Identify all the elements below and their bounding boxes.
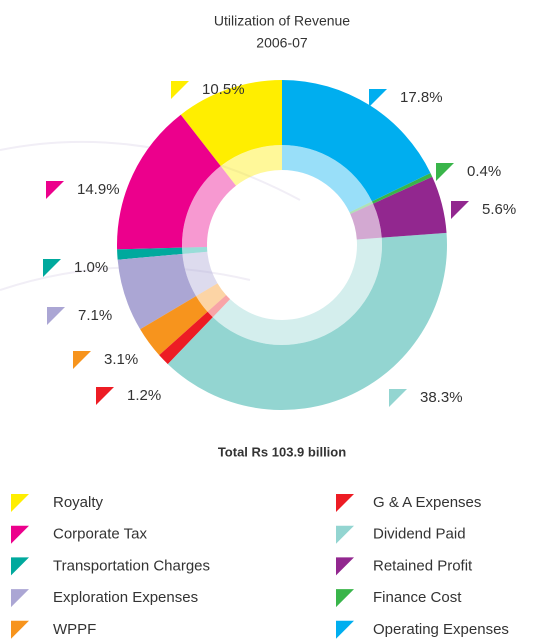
total-label: Total Rs 103.9 billion (218, 444, 346, 459)
chart-title: Utilization of Revenue (214, 13, 350, 29)
donut-segment (159, 311, 213, 365)
donut-inner-segment (212, 237, 382, 345)
donut-inner-segment (282, 145, 372, 213)
donut-inner-segment (182, 166, 236, 248)
data-label: 5.6% (482, 201, 516, 218)
data-label: 1.2% (127, 387, 161, 404)
donut-segment (167, 232, 448, 410)
marker (171, 81, 189, 99)
legend-label: Retained Profit (373, 557, 473, 574)
marker (336, 525, 354, 544)
legend-label: Dividend Paid (373, 526, 466, 543)
data-label: 7.1% (78, 307, 112, 324)
marker (336, 557, 354, 576)
data-label: 0.4% (467, 163, 501, 180)
marker (11, 589, 29, 608)
marker (11, 494, 29, 512)
marker (336, 620, 354, 639)
data-label: 10.5% (202, 81, 245, 98)
legend-label: Transportation Charges (53, 557, 210, 574)
donut-segment (117, 114, 221, 250)
data-label: 3.1% (104, 351, 138, 368)
marker (369, 89, 387, 107)
data-label: 14.9% (77, 181, 120, 198)
data-label: 38.3% (420, 389, 463, 406)
marker (46, 181, 64, 199)
donut-segment (180, 80, 282, 167)
marker (11, 557, 29, 576)
marker (96, 387, 114, 405)
marker (336, 494, 354, 512)
marker (11, 525, 29, 544)
marker (436, 163, 454, 181)
marker (47, 307, 65, 325)
marker (11, 620, 29, 639)
chart-subtitle: 2006-07 (256, 35, 308, 51)
donut-inner-segment (182, 251, 218, 297)
marker (451, 201, 469, 219)
legend-label: Exploration Expenses (53, 589, 198, 606)
legend-label: WPPF (53, 621, 96, 638)
legend-label: Finance Cost (373, 589, 462, 606)
donut-inner-segment (220, 145, 282, 186)
data-label: 1.0% (74, 259, 108, 276)
legend-label: Royalty (53, 494, 104, 511)
legend-label: Operating Expenses (373, 621, 509, 638)
donut-segment (117, 253, 197, 330)
donut-inner-segment (349, 201, 374, 214)
marker (389, 389, 407, 407)
donut-segment (282, 80, 431, 202)
donut-inner-segment (207, 295, 231, 318)
donut-segment (371, 173, 433, 204)
donut-segment (373, 176, 447, 238)
donut-inner-segment (350, 203, 382, 240)
marker (336, 589, 354, 608)
legend-label: G & A Expenses (373, 494, 481, 511)
donut-segment (117, 247, 183, 260)
donut-inner-segment (196, 283, 227, 312)
legend-label: Corporate Tax (53, 526, 147, 543)
marker (73, 351, 91, 369)
data-label: 17.8% (400, 89, 443, 106)
donut-segment (140, 296, 208, 356)
marker (43, 259, 61, 277)
donut-inner-segment (182, 247, 208, 254)
